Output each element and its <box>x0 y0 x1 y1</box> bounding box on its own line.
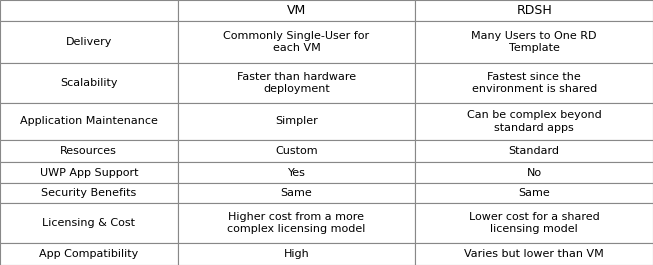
Bar <box>178 103 415 140</box>
Text: Yes: Yes <box>287 168 306 178</box>
Bar <box>178 183 415 204</box>
Text: Scalability: Scalability <box>60 78 118 88</box>
Text: Fastest since the
environment is shared: Fastest since the environment is shared <box>471 72 597 94</box>
Bar <box>0 0 178 20</box>
Text: Standard: Standard <box>509 146 560 156</box>
Text: App Compatibility: App Compatibility <box>39 249 138 259</box>
Bar <box>0 242 178 265</box>
Bar <box>178 63 415 103</box>
Bar <box>415 162 653 183</box>
Text: VM: VM <box>287 4 306 17</box>
Bar <box>415 204 653 242</box>
Bar <box>0 204 178 242</box>
Bar <box>415 103 653 140</box>
Text: Resources: Resources <box>60 146 118 156</box>
Text: No: No <box>526 168 542 178</box>
Text: Simpler: Simpler <box>275 116 318 126</box>
Text: Application Maintenance: Application Maintenance <box>20 116 158 126</box>
Text: High: High <box>283 249 310 259</box>
Text: Custom: Custom <box>275 146 318 156</box>
Bar <box>178 162 415 183</box>
Bar <box>178 20 415 63</box>
Bar <box>0 162 178 183</box>
Text: UWP App Support: UWP App Support <box>40 168 138 178</box>
Bar <box>415 20 653 63</box>
Bar <box>0 103 178 140</box>
Bar <box>415 0 653 20</box>
Text: Lower cost for a shared
licensing model: Lower cost for a shared licensing model <box>469 212 599 234</box>
Text: Many Users to One RD
Template: Many Users to One RD Template <box>471 31 597 53</box>
Text: Delivery: Delivery <box>65 37 112 47</box>
Text: Same: Same <box>281 188 312 198</box>
Bar <box>178 140 415 162</box>
Text: Licensing & Cost: Licensing & Cost <box>42 218 135 228</box>
Text: Security Benefits: Security Benefits <box>41 188 136 198</box>
Text: Varies but lower than VM: Varies but lower than VM <box>464 249 604 259</box>
Bar <box>0 20 178 63</box>
Bar <box>178 242 415 265</box>
Text: Commonly Single-User for
each VM: Commonly Single-User for each VM <box>223 31 370 53</box>
Text: Same: Same <box>518 188 550 198</box>
Bar <box>415 242 653 265</box>
Bar <box>0 183 178 204</box>
Bar <box>415 63 653 103</box>
Bar <box>0 140 178 162</box>
Text: Higher cost from a more
complex licensing model: Higher cost from a more complex licensin… <box>227 212 366 234</box>
Bar <box>415 140 653 162</box>
Bar <box>0 63 178 103</box>
Bar <box>415 183 653 204</box>
Bar <box>178 204 415 242</box>
Text: Can be complex beyond
standard apps: Can be complex beyond standard apps <box>467 110 601 132</box>
Bar <box>178 0 415 20</box>
Text: RDSH: RDSH <box>517 4 552 17</box>
Text: Faster than hardware
deployment: Faster than hardware deployment <box>237 72 356 94</box>
